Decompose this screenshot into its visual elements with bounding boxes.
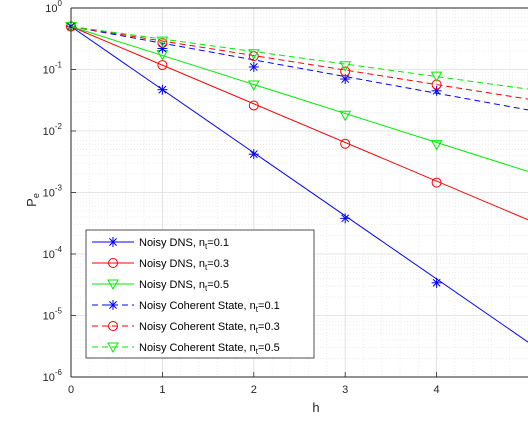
data-point-marker xyxy=(340,138,351,149)
y-axis-label-subscript: e xyxy=(31,193,41,198)
legend-label: Noisy Coherent State, nt=0.3 xyxy=(139,321,280,335)
legend-entry-4: Noisy Coherent State, nt=0.1 xyxy=(92,300,280,314)
data-point-marker xyxy=(340,74,351,85)
data-point-marker xyxy=(430,71,443,83)
y-tick-label: 100 xyxy=(45,0,62,15)
y-tick-label: 10-3 xyxy=(43,184,63,200)
series-line xyxy=(70,26,528,111)
y-tick-label: 10-1 xyxy=(43,61,63,77)
y-axis-label: Pe xyxy=(24,193,41,207)
series-layer xyxy=(65,21,528,343)
data-point-marker xyxy=(157,84,168,95)
y-tick-label: 10-4 xyxy=(43,245,63,261)
y-axis-label-main: P xyxy=(24,198,39,207)
data-point-marker xyxy=(247,80,260,92)
series-line xyxy=(70,26,528,172)
x-tick-label: 3 xyxy=(342,384,348,396)
legend-entry-3: Noisy DNS, nt=0.5 xyxy=(92,279,229,293)
data-point-marker xyxy=(248,100,259,111)
series-line xyxy=(70,26,528,343)
data-point-marker xyxy=(107,279,119,291)
data-point-marker xyxy=(108,237,118,247)
series-6 xyxy=(65,22,528,90)
data-point-marker xyxy=(156,36,169,48)
legend-entry-6: Noisy Coherent State, nt=0.5 xyxy=(92,342,280,356)
legend-entry-5: Noisy Coherent State, nt=0.3 xyxy=(92,321,280,335)
series-5 xyxy=(66,21,528,100)
x-tick-label: 4 xyxy=(434,384,440,396)
legend: Noisy DNS, nt=0.1 Noisy DNS, nt=0.3 Noisy … xyxy=(85,229,315,359)
data-point-marker xyxy=(431,79,442,90)
legend-label: Noisy Coherent State, nt=0.1 xyxy=(139,300,280,314)
data-point-marker xyxy=(430,140,443,151)
data-point-marker xyxy=(248,149,259,160)
y-ticks: 10-6 10-5 10-4 10-3 10-2 10-1 100 xyxy=(43,0,76,384)
series-line xyxy=(70,26,528,221)
legend-label: Noisy DNS, nt=0.3 xyxy=(139,258,229,272)
series-line xyxy=(70,26,528,100)
legend-entry-2: Noisy DNS, nt=0.3 xyxy=(92,258,229,272)
y-tick-label: 10-2 xyxy=(43,122,63,138)
data-point-marker xyxy=(248,61,259,72)
x-axis-label: h xyxy=(312,400,319,415)
y-tick-label: 10-6 xyxy=(43,368,63,384)
x-ticks: 0 1 2 3 4 xyxy=(68,372,440,396)
series-line xyxy=(70,26,528,90)
data-point-marker xyxy=(108,321,118,331)
data-point-marker xyxy=(339,110,352,122)
data-point-marker xyxy=(247,49,260,60)
x-tick-label: 2 xyxy=(251,384,257,396)
data-point-marker xyxy=(108,258,118,268)
data-point-marker xyxy=(339,61,352,72)
data-point-marker xyxy=(340,213,351,224)
legend-entries: Noisy DNS, nt=0.1 Noisy DNS, nt=0.3 Noisy … xyxy=(92,237,280,356)
data-point-marker xyxy=(431,277,442,288)
legend-box xyxy=(85,229,315,359)
data-point-marker xyxy=(107,342,119,354)
data-point-marker xyxy=(431,177,442,188)
x-tick-label: 1 xyxy=(159,384,165,396)
legend-label: Noisy DNS, nt=0.5 xyxy=(139,279,229,293)
data-point-marker xyxy=(157,37,168,48)
legend-entry-1: Noisy DNS, nt=0.1 xyxy=(92,237,229,251)
y-tick-label: 10-5 xyxy=(43,307,63,323)
legend-label: Noisy DNS, nt=0.1 xyxy=(139,237,229,251)
legend-label: Noisy Coherent State, nt=0.5 xyxy=(139,342,280,356)
data-point-marker xyxy=(340,66,351,77)
data-point-marker xyxy=(108,300,118,310)
x-tick-label: 0 xyxy=(68,384,74,396)
